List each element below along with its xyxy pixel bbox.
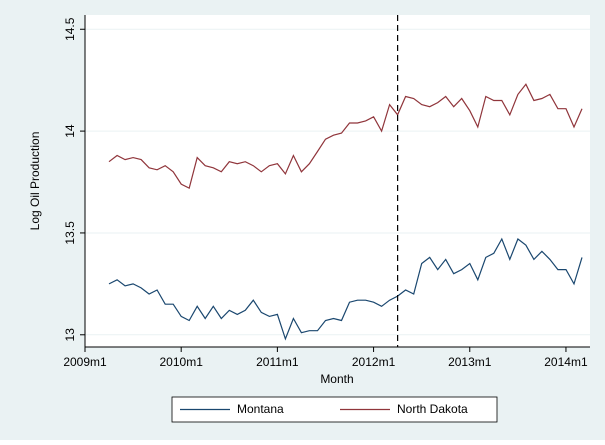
x-tick-label: 2014m1 <box>544 355 588 369</box>
y-tick-label: 14.5 <box>63 17 77 41</box>
x-tick-label: 2009m1 <box>63 355 107 369</box>
legend-label: Montana <box>237 402 284 416</box>
y-tick-label: 14 <box>63 124 77 138</box>
series-line <box>108 237 583 341</box>
x-tick-label: 2013m1 <box>448 355 492 369</box>
plot-area <box>85 15 590 347</box>
y-tick-label: 13.5 <box>63 221 77 245</box>
x-tick-label: 2012m1 <box>352 355 396 369</box>
legend-label: North Dakota <box>397 402 468 416</box>
x-tick-label: 2011m1 <box>256 355 299 369</box>
y-axis-label: Log Oil Production <box>28 132 42 231</box>
x-tick-label: 2010m1 <box>160 355 204 369</box>
x-axis-label: Month <box>320 372 353 386</box>
y-tick-label: 13 <box>63 328 77 342</box>
series-line <box>108 83 583 189</box>
